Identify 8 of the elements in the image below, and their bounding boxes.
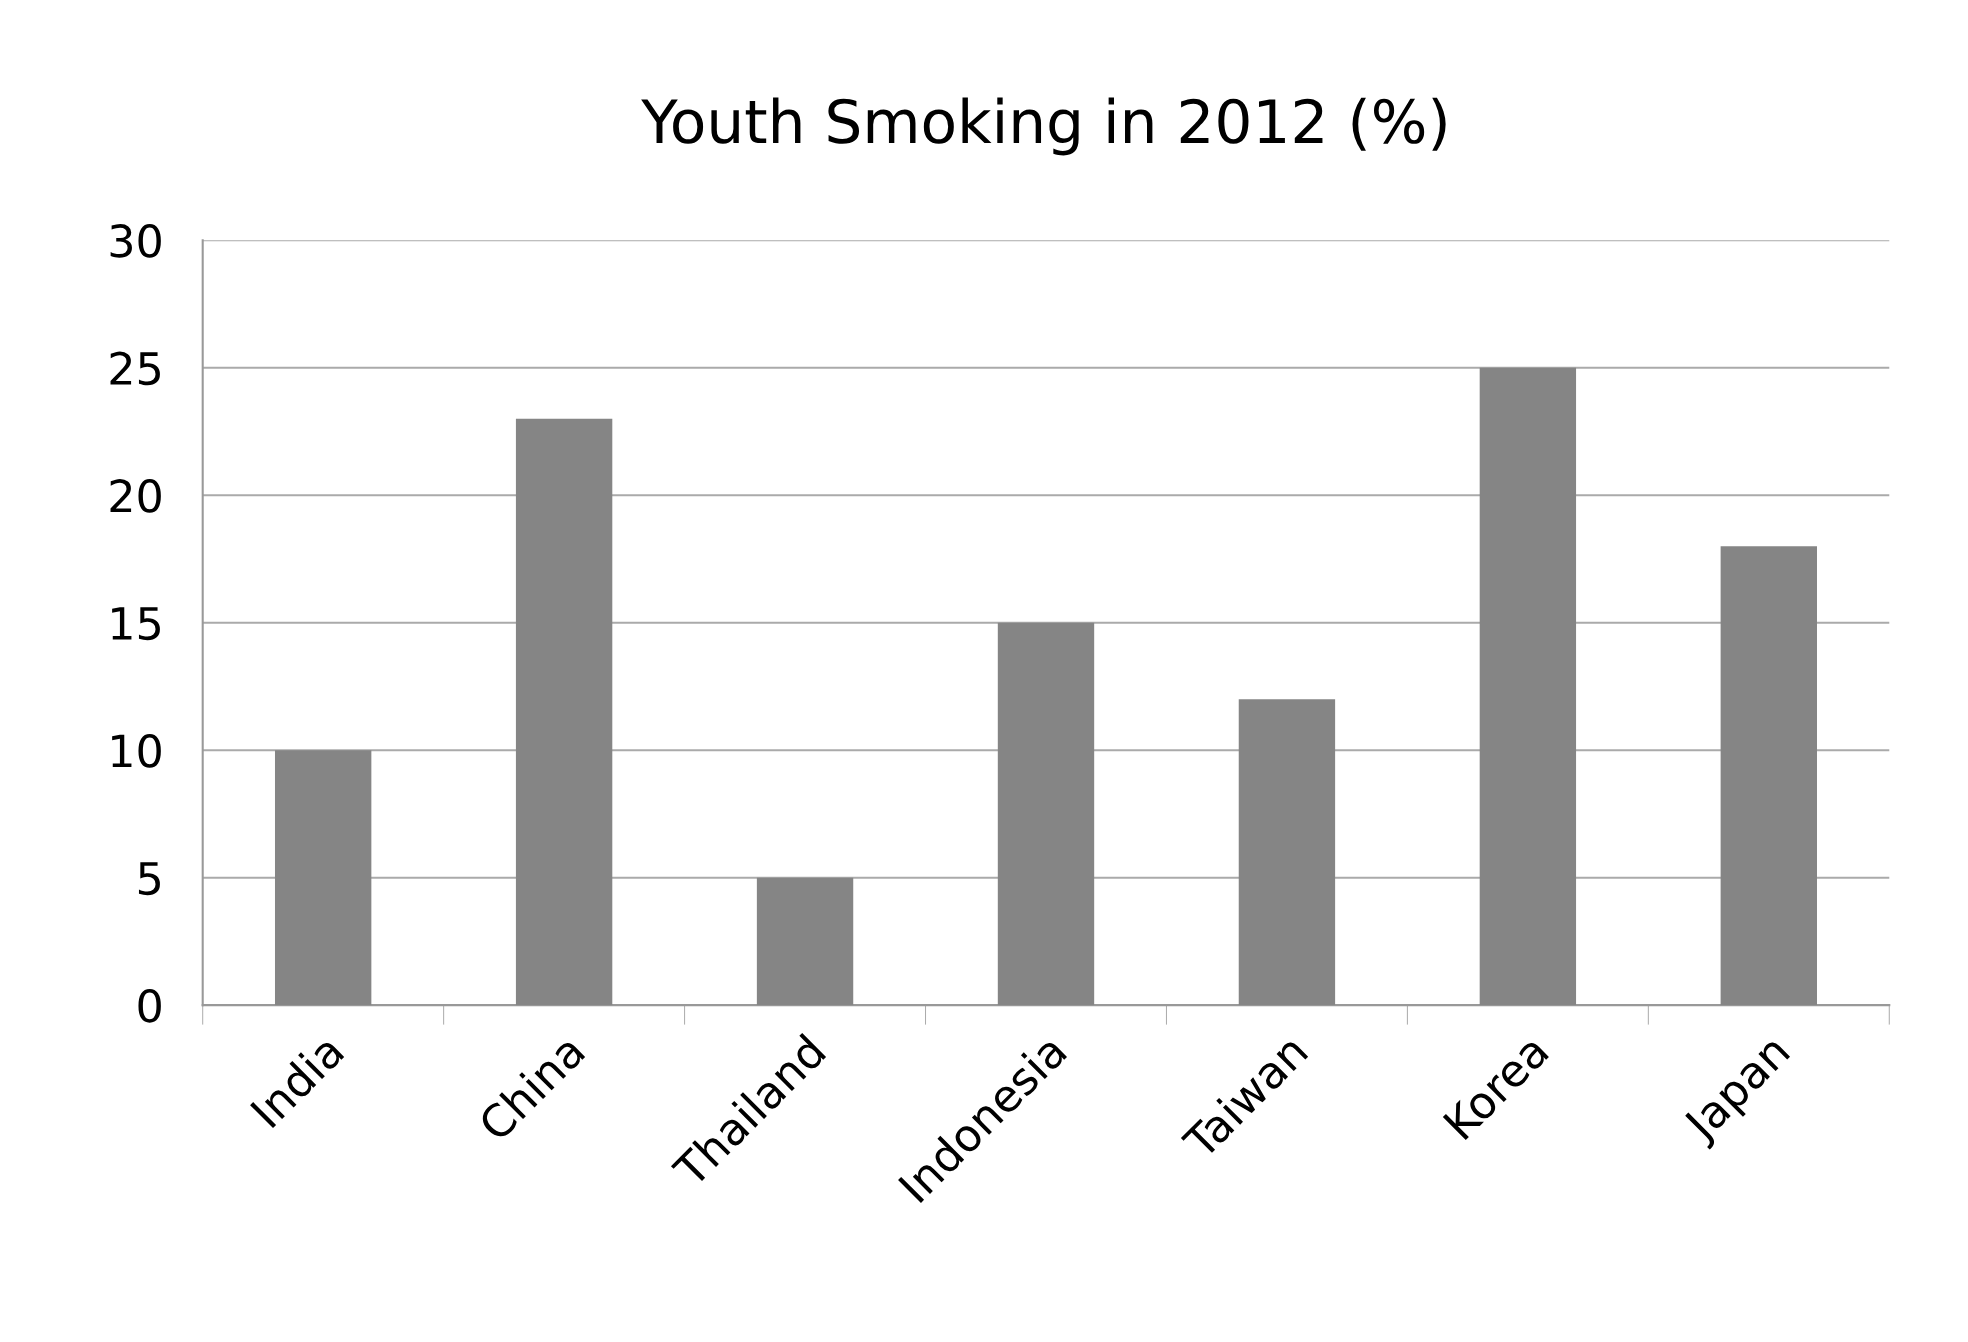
y-tick-label: 0 xyxy=(138,989,161,1023)
y-tick-label: 10 xyxy=(112,734,161,768)
y-tick-label: 20 xyxy=(110,479,161,513)
y-tick-label: 15 xyxy=(112,607,160,641)
chart-title: Youth Smoking in 2012 (%) xyxy=(641,97,1446,156)
y-tick-label: 5 xyxy=(138,862,160,896)
y-tick-label: 30 xyxy=(110,224,161,258)
y-tick-label: 25 xyxy=(110,351,160,386)
